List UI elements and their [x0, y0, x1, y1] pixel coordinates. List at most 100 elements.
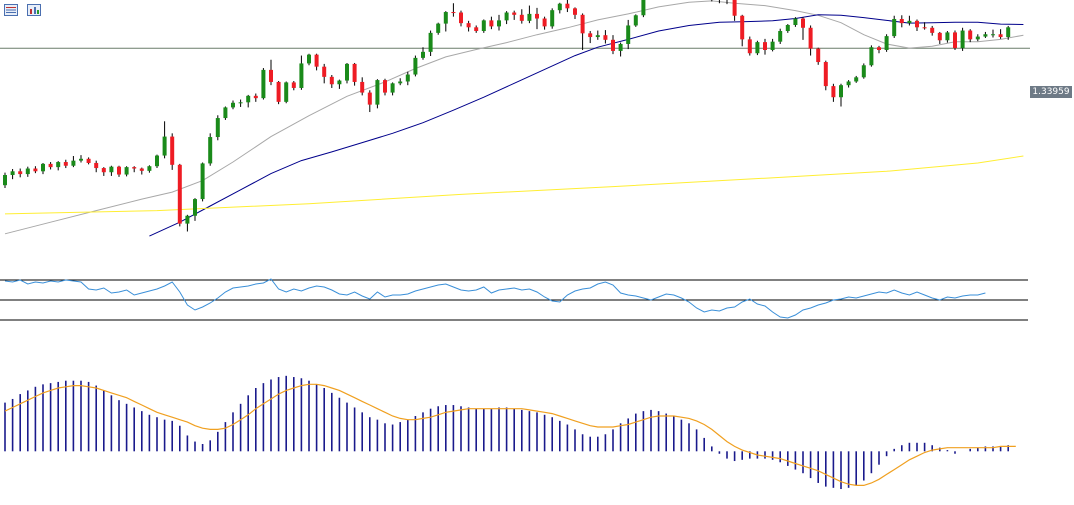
candle-body — [945, 32, 950, 41]
candle-body — [132, 167, 137, 169]
ma-long-line — [4, 155, 1024, 215]
candle-body — [968, 30, 973, 40]
candle-body — [801, 18, 805, 28]
candle-body — [778, 31, 783, 42]
candle-body — [451, 12, 456, 14]
candle-body — [185, 215, 190, 224]
candle-body — [276, 81, 281, 102]
candle-body — [846, 81, 851, 86]
candle-body — [352, 63, 357, 82]
candle-body — [3, 175, 7, 186]
candle-body — [269, 69, 273, 82]
candle-body — [253, 95, 258, 99]
candle-body — [223, 107, 228, 119]
chart-properties-icon[interactable] — [27, 4, 41, 16]
candle-body — [489, 20, 494, 27]
candle-body — [519, 14, 524, 21]
candle-body — [71, 160, 76, 166]
candle-body — [747, 39, 752, 54]
candle-body — [155, 155, 159, 167]
candle-body — [383, 80, 387, 93]
price-level-label: 1.33959 — [1030, 86, 1072, 98]
candle-body — [41, 163, 45, 172]
candle-body — [117, 166, 121, 175]
candle-body — [170, 136, 175, 165]
candle-body — [299, 63, 304, 88]
candle-body — [573, 8, 577, 15]
candle-body — [823, 62, 828, 87]
candle-body — [960, 30, 965, 49]
candle-body — [261, 69, 266, 99]
candle-body — [991, 34, 995, 36]
candle-body — [94, 162, 99, 169]
candle-body — [915, 20, 919, 28]
candle-body — [922, 27, 927, 29]
candle-body — [808, 27, 813, 49]
candle-body — [231, 102, 235, 108]
candle-body — [375, 80, 380, 105]
candle-body — [208, 137, 213, 164]
candle-body — [10, 171, 15, 175]
candle-body — [246, 95, 251, 103]
candle-body — [816, 48, 821, 63]
candle-body — [633, 15, 638, 26]
candle-body — [345, 63, 349, 81]
candle-body — [877, 47, 881, 50]
candle-body — [307, 54, 311, 64]
candle-body — [953, 32, 957, 49]
candle-body — [937, 32, 942, 41]
candle-body — [139, 168, 144, 171]
candle-body — [390, 83, 395, 93]
candle-body — [33, 168, 38, 172]
candle-body — [839, 85, 843, 98]
chart-list-icon[interactable] — [4, 4, 18, 16]
rsi-line — [4, 278, 986, 319]
candle-body — [18, 171, 23, 175]
candle-body — [580, 14, 585, 34]
candle-body — [565, 3, 570, 9]
macd-signal-line — [4, 383, 1016, 486]
candle-body — [998, 34, 1003, 38]
candle-body — [193, 199, 197, 216]
candle-body — [109, 166, 114, 173]
candle-body — [535, 13, 539, 19]
candle-body — [763, 42, 767, 50]
candle-body — [588, 33, 593, 38]
candle-body — [975, 36, 980, 40]
candle-body — [497, 20, 501, 27]
candle-body — [542, 18, 547, 27]
candle-body — [421, 51, 425, 58]
candle-body — [755, 42, 760, 54]
candle-body — [162, 136, 167, 156]
candle-body — [413, 57, 418, 75]
candle-body — [512, 12, 517, 15]
candle-body — [527, 13, 532, 21]
candle-body — [398, 81, 403, 84]
candle-body — [732, 0, 737, 16]
candle-body — [557, 3, 562, 11]
candle-body — [63, 162, 68, 166]
candle-body — [238, 102, 243, 104]
candle-body — [124, 167, 129, 175]
candle-body — [603, 35, 608, 40]
candle-body — [899, 18, 904, 24]
candle-body — [641, 0, 646, 16]
candle-body — [443, 12, 448, 24]
candle-body — [785, 25, 790, 32]
candle-body — [56, 162, 61, 168]
candle-body — [284, 82, 289, 102]
candle-body — [595, 35, 600, 38]
candle-body — [1006, 27, 1011, 38]
candle-body — [740, 15, 745, 40]
candle-body — [177, 164, 182, 224]
candle-body — [360, 81, 365, 93]
candle-body — [329, 76, 334, 85]
candle-body — [550, 10, 555, 27]
candle-body — [405, 74, 410, 82]
candle-body — [314, 54, 319, 67]
candle-body — [793, 18, 798, 25]
candle-body — [428, 32, 433, 52]
candle-body — [854, 77, 859, 82]
candle-body — [861, 65, 866, 78]
